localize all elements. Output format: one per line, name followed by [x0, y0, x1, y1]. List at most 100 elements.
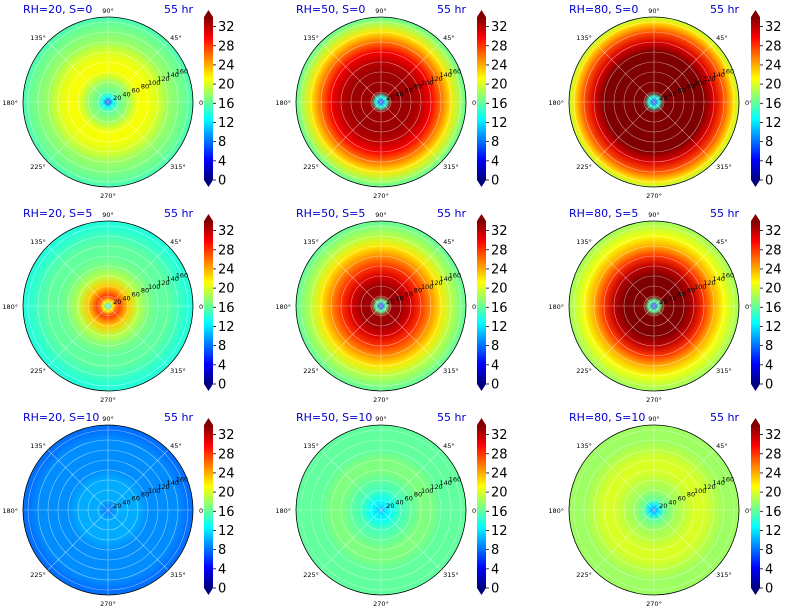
colorbar-tick-label: 8 — [491, 135, 499, 150]
colorbar-min-arrow — [477, 384, 486, 391]
colorbar-tick-label: 20 — [218, 282, 235, 297]
colorbar-tick-label: 28 — [491, 39, 508, 54]
radial-tick-label: 160 — [176, 475, 188, 483]
colorbar-tick-label: 0 — [218, 174, 226, 189]
angle-label: 0° — [745, 507, 752, 515]
colorbar-tick-label: 20 — [765, 282, 782, 297]
colorbar-tick-label: 20 — [491, 78, 508, 93]
polar-grid — [296, 425, 466, 595]
radial-tick-label: 120 — [703, 279, 715, 287]
colorbar-tick-label: 20 — [491, 486, 508, 501]
radial-tick-label: 20 — [659, 94, 667, 102]
radial-tick-label: 40 — [122, 498, 130, 506]
colorbar-tick-label: 24 — [218, 466, 235, 481]
colorbar-max-arrow — [477, 10, 486, 17]
radial-tick-label: 140 — [712, 71, 724, 79]
polar-frame — [295, 16, 467, 188]
radial-tick-label: 140 — [166, 479, 178, 487]
colorbar-tick-label: 24 — [218, 262, 235, 277]
colorbar: 0 4 8 12 16 20 24 28 32 — [751, 10, 782, 189]
angle-label: 225° — [30, 163, 46, 171]
colorbar-gradient — [751, 425, 760, 588]
angle-label: 45° — [443, 238, 455, 246]
polar-grid — [23, 221, 193, 391]
colorbar-tick-label: 24 — [765, 466, 782, 481]
colorbar-tick-label: 4 — [491, 154, 499, 169]
colorbar-tick-label: 32 — [218, 428, 235, 443]
panel-title: RH=20, S=10 — [23, 411, 99, 424]
radial-tick-label: 20 — [113, 298, 121, 306]
angle-label: 90° — [102, 211, 114, 219]
radial-tick-label: 40 — [395, 498, 403, 506]
radial-tick-label: 80 — [141, 83, 149, 91]
colorbar-tick-label: 32 — [491, 224, 508, 239]
grid-spoke — [380, 305, 442, 367]
angle-label: 0° — [472, 303, 479, 311]
angle-label: 180° — [548, 99, 564, 107]
colorbar-tick-label: 28 — [491, 243, 508, 258]
colorbar-gradient — [204, 425, 213, 588]
angle-label: 180° — [548, 507, 564, 515]
radial-tick-label: 20 — [386, 94, 394, 102]
radial-tick-label: 100 — [421, 487, 433, 495]
colorbar-min-arrow — [751, 384, 760, 391]
angle-label: 270° — [100, 192, 116, 200]
radial-tick-label: 120 — [157, 75, 169, 83]
grid-spoke — [47, 449, 109, 511]
colorbar-tick-label: 20 — [218, 78, 235, 93]
angle-label: 315° — [443, 163, 459, 171]
colorbar-tick-label: 24 — [218, 58, 235, 73]
angle-label: 180° — [2, 303, 18, 311]
radial-tick-label: 140 — [166, 71, 178, 79]
colorbar-tick-label: 32 — [491, 428, 508, 443]
colorbar: 0 4 8 12 16 20 24 28 32 — [477, 10, 508, 189]
angle-label: 90° — [375, 415, 387, 423]
colorbar-min-arrow — [477, 180, 486, 187]
colorbar-gradient — [204, 17, 213, 180]
grid-spoke — [320, 509, 382, 571]
angle-label: 315° — [716, 163, 732, 171]
colorbar-tick-label: 12 — [218, 524, 235, 539]
colorbar: 0 4 8 12 16 20 24 28 32 — [204, 418, 235, 597]
grid-spoke — [320, 245, 382, 307]
radial-tick-label: 160 — [176, 67, 188, 75]
grid-spoke — [320, 305, 382, 367]
grid-spoke — [320, 41, 382, 103]
colorbar-min-arrow — [204, 180, 213, 187]
polar-frame — [22, 424, 194, 596]
radial-tick-label: 100 — [148, 79, 160, 87]
angle-label: 180° — [2, 507, 18, 515]
panel-title: RH=80, S=0 — [569, 3, 638, 16]
angle-label: 135° — [576, 442, 592, 450]
polar-frame — [568, 16, 740, 188]
radial-tick-label: 140 — [439, 275, 451, 283]
angle-label: 180° — [275, 303, 291, 311]
time-label: 55 hr — [437, 3, 466, 16]
radial-tick-label: 60 — [132, 291, 140, 299]
colorbar-tick-label: 0 — [491, 582, 499, 597]
angle-label: 270° — [373, 396, 389, 404]
polar-grid — [569, 17, 739, 187]
colorbar-tick-label: 12 — [218, 320, 235, 335]
radial-tick-label: 60 — [405, 87, 413, 95]
angle-label: 315° — [170, 163, 186, 171]
radial-tick-label: 20 — [113, 502, 121, 510]
angle-label: 225° — [303, 163, 319, 171]
colorbar-tick-label: 8 — [491, 543, 499, 558]
colorbar-tick-label: 28 — [218, 39, 235, 54]
time-label: 55 hr — [437, 207, 466, 220]
colorbar-tick-label: 24 — [491, 58, 508, 73]
time-label: 55 hr — [437, 411, 466, 424]
colorbar-tick-label: 8 — [765, 135, 773, 150]
colorbar-tick-label: 32 — [765, 20, 782, 35]
radial-tick-label: 100 — [421, 283, 433, 291]
time-label: 55 hr — [164, 207, 193, 220]
grid-spoke — [653, 41, 715, 103]
colorbar-tick-label: 28 — [765, 243, 782, 258]
polar-grid — [569, 221, 739, 391]
grid-spoke — [593, 449, 655, 511]
